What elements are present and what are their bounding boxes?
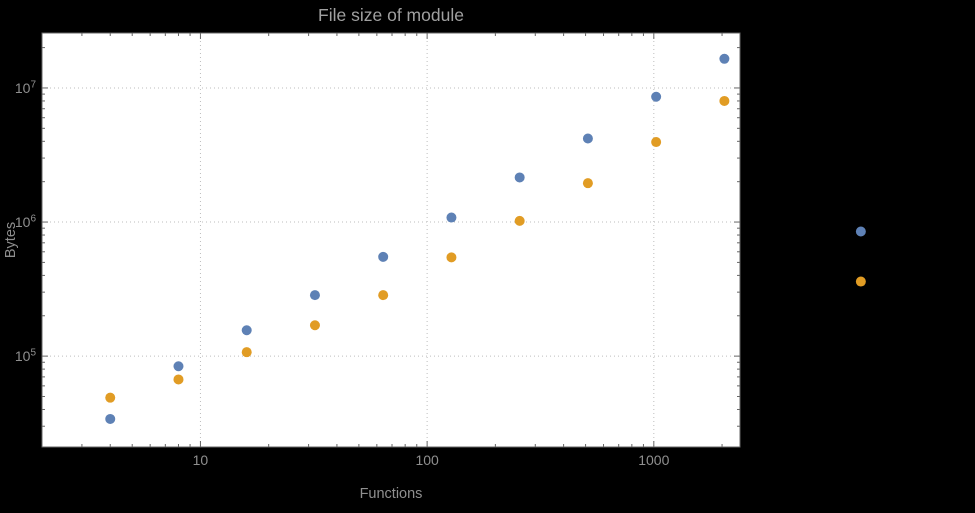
data-point-series-1 [582, 133, 593, 144]
y-tick-label: 105 [14, 347, 36, 365]
data-point-series-1 [719, 53, 730, 64]
data-point-series-1 [241, 325, 252, 336]
chart-title: File size of module [318, 5, 464, 25]
data-point-series-2 [514, 215, 525, 226]
data-point-series-2 [719, 95, 730, 106]
x-axis-label: Functions [359, 486, 423, 502]
data-point-series-2 [378, 290, 389, 301]
data-point-series-1 [651, 91, 662, 102]
data-point-series-2 [855, 276, 866, 287]
x-tick-label: 100 [415, 452, 439, 468]
data-point-series-1 [173, 361, 184, 372]
data-point-series-2 [105, 392, 116, 403]
x-tick-label: 10 [192, 452, 209, 468]
data-point-series-2 [309, 320, 320, 331]
x-tick-label: 1000 [638, 452, 670, 468]
y-tick-label: 106 [14, 213, 36, 231]
data-point-series-1 [309, 290, 320, 301]
data-point-series-1 [855, 226, 866, 237]
data-point-series-2 [651, 137, 662, 148]
y-tick-label: 107 [14, 79, 36, 96]
data-point-series-1 [105, 413, 116, 424]
data-point-series-2 [241, 347, 252, 358]
data-point-series-2 [582, 178, 593, 189]
data-point-series-1 [446, 212, 457, 223]
data-point-series-1 [378, 251, 389, 262]
data-point-series-2 [446, 252, 457, 263]
data-point-series-2 [173, 374, 184, 385]
data-point-series-1 [514, 172, 525, 183]
plot-interior [42, 33, 740, 447]
plot-frame [41, 32, 741, 448]
